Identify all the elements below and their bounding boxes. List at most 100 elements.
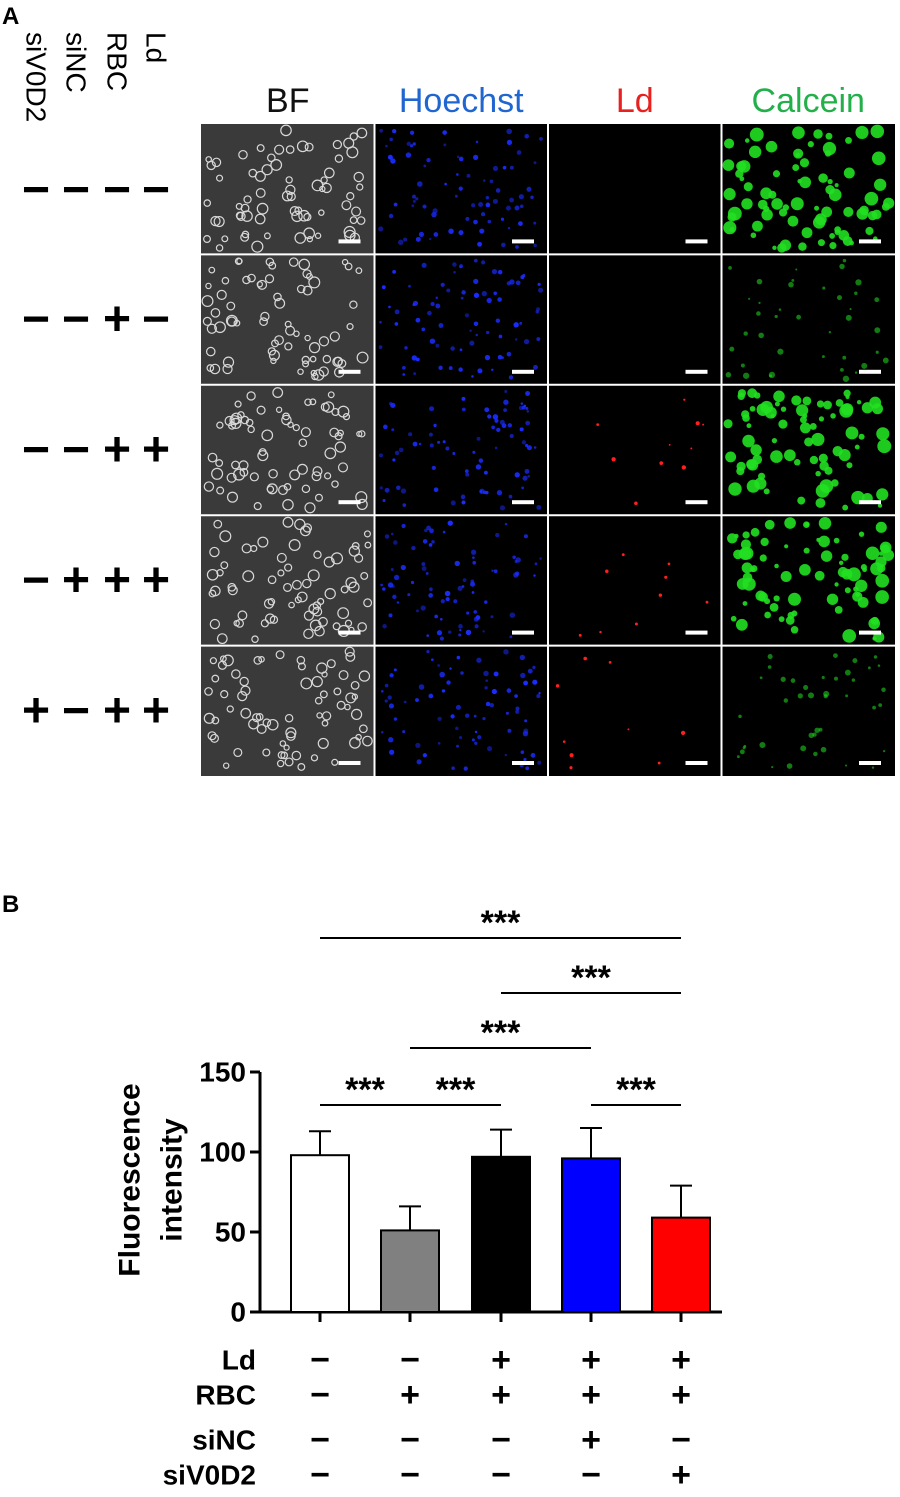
cell-outline xyxy=(284,563,293,572)
nucleus-dot xyxy=(503,408,507,413)
nucleus-dot xyxy=(388,703,394,709)
nucleus-dot xyxy=(430,301,435,307)
calcein-dot xyxy=(736,467,745,476)
scale-bar xyxy=(685,239,708,244)
cell-outline xyxy=(334,441,347,453)
cell-outline xyxy=(314,493,323,502)
nucleus-dot xyxy=(509,433,514,439)
cell-outline xyxy=(253,502,262,511)
condition-sign: − xyxy=(310,1341,330,1379)
nucleus-dot xyxy=(392,128,397,134)
cell-outline xyxy=(353,171,364,183)
cell-outline xyxy=(318,616,328,627)
cell-outline xyxy=(297,662,306,671)
nucleus-dot xyxy=(486,330,490,335)
nucleus-dot xyxy=(452,262,457,267)
condition-sign: + xyxy=(671,1341,691,1379)
cell-outline xyxy=(314,696,323,705)
calcein-dot xyxy=(838,560,844,566)
nucleus-dot xyxy=(502,165,507,170)
nucleus-dot xyxy=(429,406,435,412)
calcein-dot xyxy=(777,348,784,355)
cell-outline xyxy=(246,391,256,401)
ld-dot xyxy=(555,684,560,688)
calcein-dot xyxy=(882,750,886,753)
calcein-dot xyxy=(876,488,889,501)
image-cell-r1-c4 xyxy=(721,124,895,255)
calcein-dot xyxy=(742,372,750,379)
nucleus-dot xyxy=(384,487,390,493)
nucleus-dot xyxy=(459,736,463,740)
calcein-dot xyxy=(858,433,865,440)
y-axis-title-line: Fluorescence xyxy=(114,1083,147,1276)
cell-outline xyxy=(270,357,277,365)
nucleus-dot xyxy=(514,472,520,478)
calcein-dot xyxy=(829,232,836,239)
cell-outline xyxy=(210,308,221,318)
nucleus-dot xyxy=(394,450,400,456)
y-tick-label: 0 xyxy=(230,1297,246,1328)
nucleus-dot xyxy=(439,671,446,678)
ld-dot xyxy=(680,730,686,735)
nucleus-dot xyxy=(538,691,541,695)
calcein-dot xyxy=(876,427,890,441)
calcein-dot xyxy=(722,159,735,171)
nucleus-dot xyxy=(406,141,411,147)
nucleus-dot xyxy=(474,741,478,745)
cell-outline xyxy=(256,724,267,734)
calcein-dot xyxy=(723,138,735,149)
nucleus-dot xyxy=(457,585,463,591)
condition-sign: − xyxy=(491,1421,511,1459)
nucleus-dot xyxy=(450,714,455,719)
cell-outline xyxy=(349,737,361,749)
ld-dot xyxy=(664,575,668,579)
cell-outline xyxy=(277,569,285,577)
ld-dot xyxy=(667,562,671,566)
cell-outline xyxy=(345,651,356,662)
nucleus-dot xyxy=(513,322,519,328)
nucleus-dot xyxy=(381,731,384,734)
nucleus-dot xyxy=(393,202,398,207)
cell-outline xyxy=(235,211,244,220)
cell-outline xyxy=(348,545,360,557)
cell-outline xyxy=(267,575,277,585)
nucleus-dot xyxy=(402,373,406,376)
cell-outline xyxy=(222,762,230,769)
nucleus-dot xyxy=(522,730,529,737)
calcein-dot xyxy=(740,539,752,550)
cell-outline xyxy=(332,139,343,150)
calcein-dot xyxy=(759,554,767,562)
nucleus-dot xyxy=(412,194,416,199)
nucleus-dot xyxy=(389,749,395,755)
calcein-dot xyxy=(849,308,852,311)
cell-outline xyxy=(285,727,297,739)
cell-outline xyxy=(358,724,368,734)
nucleus-dot xyxy=(482,717,486,721)
cell-outline xyxy=(222,356,235,368)
nucleus-dot xyxy=(422,539,428,544)
row-sign: + xyxy=(142,424,170,477)
calcein-dot xyxy=(736,161,747,172)
nucleus-dot xyxy=(532,665,536,670)
cell-outline xyxy=(206,323,217,334)
cell-outline xyxy=(334,154,344,163)
nucleus-dot xyxy=(491,268,498,275)
cell-outline xyxy=(309,398,317,406)
nucleus-dot xyxy=(489,703,495,708)
condition-label-sinc: siNC xyxy=(61,32,92,93)
calcein-dot xyxy=(750,232,757,239)
cell-outline xyxy=(298,258,311,271)
cell-outline xyxy=(256,405,266,415)
calcein-dot xyxy=(862,567,867,573)
nucleus-dot xyxy=(503,399,509,405)
nucleus-dot xyxy=(466,611,470,615)
nucleus-dot xyxy=(539,557,542,560)
nucleus-dot xyxy=(390,532,394,536)
nucleus-dot xyxy=(515,706,520,711)
nucleus-dot xyxy=(509,635,513,639)
cell-outline xyxy=(288,257,299,267)
cell-outline xyxy=(216,633,228,645)
nucleus-dot xyxy=(429,587,433,591)
scale-bar xyxy=(859,239,881,244)
